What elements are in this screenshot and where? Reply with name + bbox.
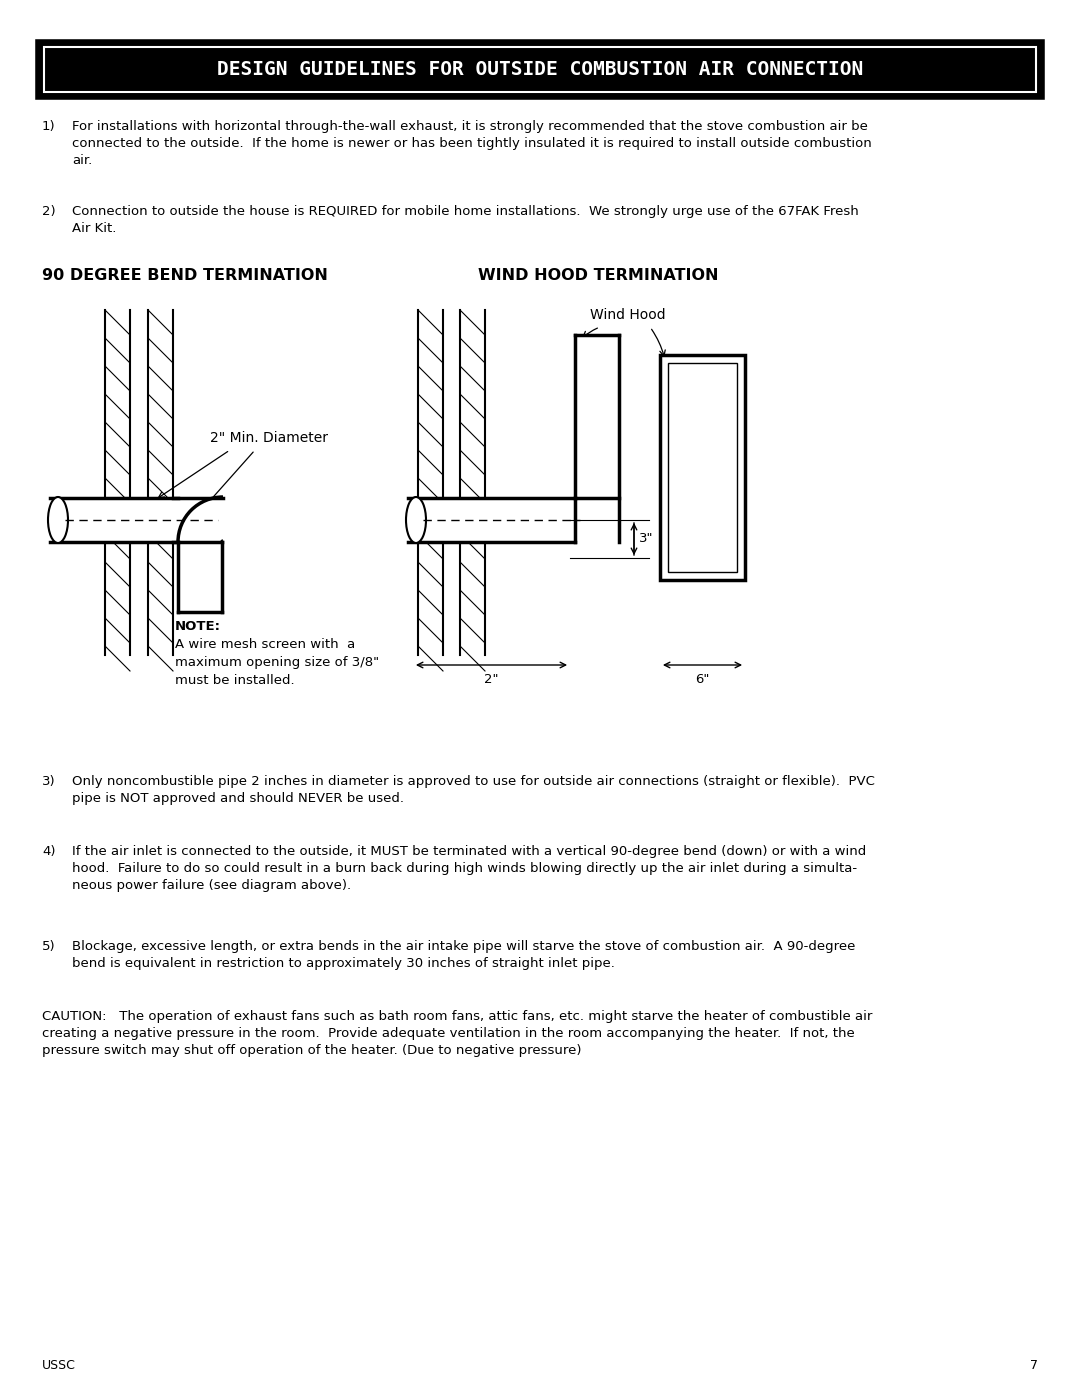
Text: 3): 3) [42, 775, 56, 788]
Bar [38, 42, 1042, 96]
Text: 2): 2) [42, 205, 56, 218]
Text: NOTE:: NOTE: [175, 620, 221, 633]
Text: 2": 2" [484, 673, 499, 686]
Text: USSC: USSC [42, 1359, 76, 1372]
Bar [669, 363, 737, 571]
Bar [660, 355, 745, 580]
Text: Only noncombustible pipe 2 inches in diameter is approved to use for outside air: Only noncombustible pipe 2 inches in dia… [72, 775, 875, 805]
Bar [178, 542, 222, 612]
Text: Connection to outside the house is REQUIRED for mobile home installations.  We s: Connection to outside the house is REQUI… [72, 205, 859, 235]
Text: Wind Hood: Wind Hood [590, 307, 665, 321]
Text: If the air inlet is connected to the outside, it MUST be terminated with a verti: If the air inlet is connected to the out… [72, 845, 866, 893]
Wedge shape [178, 497, 222, 542]
Text: A wire mesh screen with  a
maximum opening size of 3/8"
must be installed.: A wire mesh screen with a maximum openin… [175, 638, 379, 687]
Text: 90 DEGREE BEND TERMINATION: 90 DEGREE BEND TERMINATION [42, 268, 328, 284]
Ellipse shape [406, 497, 426, 543]
Text: 4): 4) [42, 845, 55, 858]
Bar [408, 497, 575, 542]
Text: 5): 5) [42, 940, 56, 953]
Text: For installations with horizontal through-the-wall exhaust, it is strongly recom: For installations with horizontal throug… [72, 120, 872, 168]
Text: 7: 7 [1030, 1359, 1038, 1372]
Text: 2" Min. Diameter: 2" Min. Diameter [210, 432, 328, 446]
Ellipse shape [48, 497, 68, 543]
Text: 1): 1) [42, 120, 56, 133]
Text: 3": 3" [639, 532, 653, 545]
Bar [50, 497, 178, 542]
Text: DESIGN GUIDELINES FOR OUTSIDE COMBUSTION AIR CONNECTION: DESIGN GUIDELINES FOR OUTSIDE COMBUSTION… [217, 60, 863, 80]
Bar [44, 47, 1036, 92]
Text: CAUTION:   The operation of exhaust fans such as bath room fans, attic fans, etc: CAUTION: The operation of exhaust fans s… [42, 1010, 873, 1058]
Text: Blockage, excessive length, or extra bends in the air intake pipe will starve th: Blockage, excessive length, or extra ben… [72, 940, 855, 970]
Text: WIND HOOD TERMINATION: WIND HOOD TERMINATION [478, 268, 718, 284]
Text: 6": 6" [696, 673, 710, 686]
Bar [575, 335, 619, 497]
